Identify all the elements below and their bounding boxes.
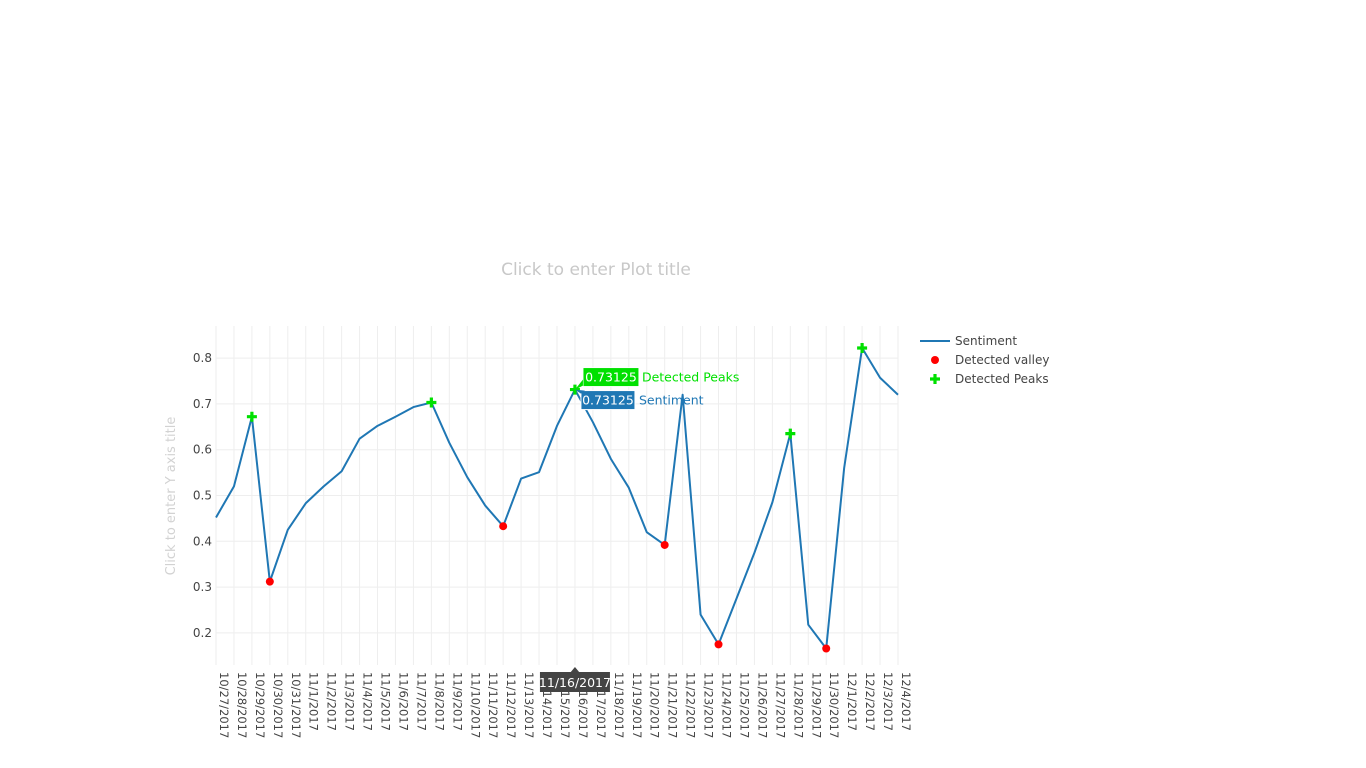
y-tick-label: 0.4 — [193, 534, 212, 548]
hover-sentiment-box — [580, 390, 636, 411]
plot-title[interactable]: Click to enter Plot title — [501, 260, 691, 280]
x-tick-label: 11/29/2017 — [809, 672, 823, 738]
y-tick-label: 0.7 — [193, 397, 212, 411]
valley-point — [822, 644, 831, 653]
y-tick-label: 0.8 — [193, 351, 212, 365]
x-tick-label: 12/1/2017 — [845, 672, 859, 731]
valley-point — [714, 640, 723, 649]
x-tick-label: 11/3/2017 — [343, 672, 357, 731]
legend-circle-swatch — [931, 356, 939, 364]
y-tick-labels: 0.2 0.3 0.4 0.5 0.6 0.7 0.8 — [193, 351, 212, 640]
peak-point — [785, 428, 796, 439]
x-tick-label: 11/8/2017 — [432, 672, 446, 731]
series-layer — [215, 342, 899, 653]
x-tick-label: 10/31/2017 — [289, 672, 303, 738]
y-tick-label: 0.5 — [193, 489, 212, 503]
x-tick-label: 11/2/2017 — [325, 672, 339, 731]
x-tick-label: 10/27/2017 — [217, 672, 231, 738]
peak-point — [246, 411, 257, 422]
x-tick-label: 11/12/2017 — [504, 672, 518, 738]
hover-x-box — [539, 672, 610, 692]
x-tick-label: 10/29/2017 — [253, 672, 267, 738]
x-tick-label: 11/27/2017 — [773, 672, 787, 738]
x-tick-label: 11/10/2017 — [468, 672, 482, 738]
x-tick-label: 11/28/2017 — [791, 672, 805, 738]
hover-x-label: 11/16/2017 — [539, 675, 611, 690]
x-tick-label: 12/4/2017 — [899, 672, 913, 731]
x-tick-label: 11/4/2017 — [361, 672, 375, 731]
valley-point — [265, 577, 274, 586]
x-tick-label: 11/13/2017 — [522, 672, 536, 738]
hover-peaks-name: Detected Peaks — [642, 370, 739, 385]
x-tick-label: 11/20/2017 — [648, 672, 662, 738]
x-tick-label: 12/2/2017 — [863, 672, 877, 731]
x-tick-label: 12/3/2017 — [881, 672, 895, 731]
x-tick-label: 11/24/2017 — [720, 672, 734, 738]
y-tick-label: 0.6 — [193, 443, 212, 457]
legend-cross-swatch — [930, 374, 940, 384]
x-tick-label: 11/30/2017 — [827, 672, 841, 738]
peak-point — [857, 342, 868, 353]
x-tick-label: 11/25/2017 — [737, 672, 751, 738]
x-tick-label: 11/11/2017 — [486, 672, 500, 738]
hover-sentiment-name: Sentiment — [639, 393, 704, 408]
y-axis-title[interactable]: Click to enter Y axis title — [164, 417, 179, 576]
hover-peaks-value: 0.73125 — [585, 370, 637, 385]
hover-peaks-pointer — [574, 379, 583, 390]
legend-item[interactable]: Detected Peaks — [930, 372, 1049, 386]
x-tick-label: 11/22/2017 — [684, 672, 698, 738]
hover-sentiment-value: 0.73125 — [582, 393, 634, 408]
x-tick-label: 11/23/2017 — [702, 672, 716, 738]
legend-label: Sentiment — [955, 334, 1017, 348]
hover-x-pointer — [569, 667, 580, 673]
legend-label: Detected valley — [955, 353, 1049, 367]
x-tick-label: 11/5/2017 — [379, 672, 393, 731]
x-tick-label: 11/26/2017 — [755, 672, 769, 738]
legend[interactable]: Sentiment Detected valley Detected Peaks — [920, 334, 1049, 386]
valley-point — [499, 522, 508, 531]
legend-item[interactable]: Detected valley — [931, 353, 1049, 367]
x-tick-label: 11/1/2017 — [307, 672, 321, 731]
hover-sentiment-pointer — [574, 389, 585, 394]
x-tick-label: 11/21/2017 — [666, 672, 680, 738]
x-tick-label: 10/30/2017 — [271, 672, 285, 738]
hover-peaks-box — [582, 367, 640, 388]
y-tick-label: 0.2 — [193, 626, 212, 640]
x-tick-label: 10/28/2017 — [235, 672, 249, 738]
legend-label: Detected Peaks — [955, 372, 1049, 386]
valley-point — [660, 540, 669, 549]
series-line-sentiment — [215, 346, 899, 650]
x-tick-label: 11/7/2017 — [414, 672, 428, 731]
y-tick-label: 0.3 — [193, 580, 212, 594]
x-tick-label: 11/6/2017 — [396, 672, 410, 731]
legend-item[interactable]: Sentiment — [920, 334, 1017, 348]
x-tick-label: 11/19/2017 — [630, 672, 644, 738]
peak-point — [426, 397, 437, 408]
x-tick-label: 11/18/2017 — [612, 672, 626, 738]
x-tick-label: 11/9/2017 — [450, 672, 464, 731]
